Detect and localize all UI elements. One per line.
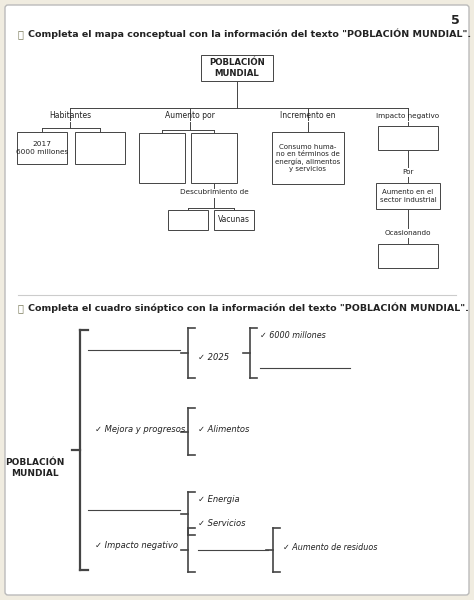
Text: Vacunas: Vacunas (218, 215, 250, 224)
Text: POBLACIÓN
MUNDIAL: POBLACIÓN MUNDIAL (5, 458, 64, 478)
Text: ✓ 6000 millones: ✓ 6000 millones (260, 331, 326, 340)
Text: Completa el cuadro sinóptico con la información del texto "POBLACIÓN MUNDIAL".: Completa el cuadro sinóptico con la info… (28, 303, 469, 313)
FancyBboxPatch shape (378, 244, 438, 268)
Text: 📋: 📋 (18, 29, 24, 39)
Text: Ocasionando: Ocasionando (385, 230, 431, 236)
Text: POBLACIÓN
MUNDIAL: POBLACIÓN MUNDIAL (209, 58, 265, 78)
Text: Descubrimiento de: Descubrimiento de (180, 189, 248, 195)
FancyBboxPatch shape (376, 183, 440, 209)
Text: ✓ Aumento de residuos: ✓ Aumento de residuos (283, 544, 377, 553)
Text: Aumento en el
sector industrial: Aumento en el sector industrial (380, 190, 437, 202)
FancyBboxPatch shape (75, 132, 125, 164)
FancyBboxPatch shape (378, 126, 438, 150)
FancyBboxPatch shape (168, 210, 208, 230)
FancyBboxPatch shape (272, 132, 344, 184)
Text: ✓ 2025: ✓ 2025 (198, 353, 229, 362)
Text: Por: Por (402, 169, 414, 175)
FancyBboxPatch shape (214, 210, 254, 230)
FancyBboxPatch shape (139, 133, 185, 183)
FancyBboxPatch shape (17, 132, 67, 164)
Text: Consumo huma-
no en términos de
energía, alimentos
y servicios: Consumo huma- no en términos de energía,… (275, 144, 341, 172)
FancyBboxPatch shape (5, 5, 469, 595)
Text: Completa el mapa conceptual con la información del texto "POBLACIÓN MUNDIAL".: Completa el mapa conceptual con la infor… (28, 29, 471, 39)
Text: ✓ Mejora y progresos: ✓ Mejora y progresos (95, 425, 185, 434)
Text: 2017
6000 millones: 2017 6000 millones (16, 142, 68, 154)
Text: Habitantes: Habitantes (49, 112, 91, 121)
Text: 5: 5 (451, 13, 459, 26)
Text: Impacto negativo: Impacto negativo (376, 113, 439, 119)
Text: Aumento por: Aumento por (165, 112, 215, 121)
Text: ✓ Alimentos: ✓ Alimentos (198, 425, 249, 434)
Text: Incremento en: Incremento en (280, 112, 336, 121)
Text: ✓ Energia: ✓ Energia (198, 496, 240, 505)
Text: ✓ Servicios: ✓ Servicios (198, 520, 246, 529)
FancyBboxPatch shape (191, 133, 237, 183)
Text: 📋: 📋 (18, 303, 24, 313)
FancyBboxPatch shape (201, 55, 273, 81)
Text: ✓ Impacto negativo: ✓ Impacto negativo (95, 541, 178, 550)
